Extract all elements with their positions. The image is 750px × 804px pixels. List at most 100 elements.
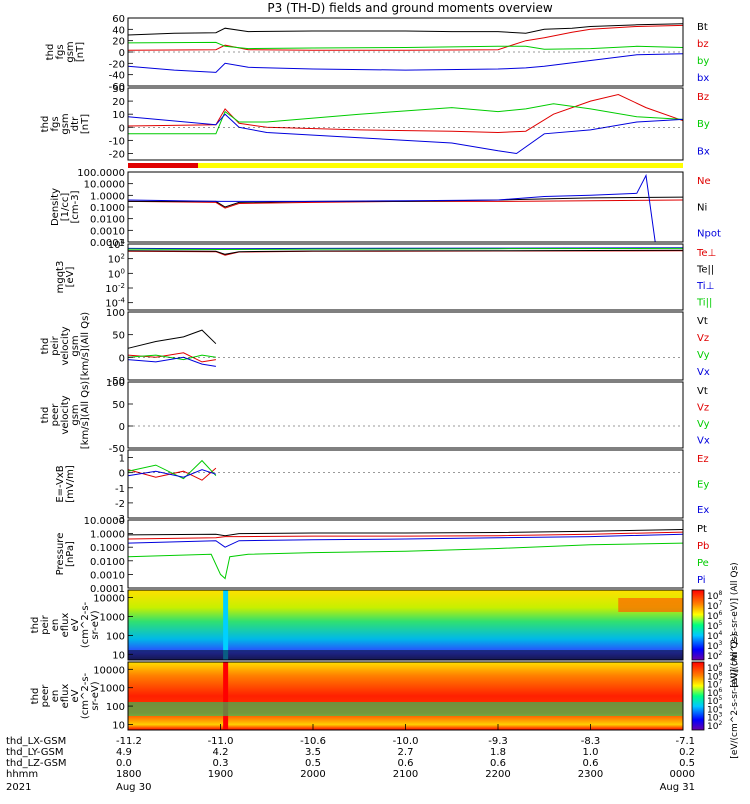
ephem-value-lx: -8.3	[581, 736, 601, 747]
ephemeris-table: thd_LX-GSM thd_LY-GSM thd_LZ-GSM hhmm 20…	[6, 736, 695, 793]
ephem-value-hhmm: 1800	[116, 769, 141, 780]
spectrogram-event-streak	[223, 662, 229, 730]
y-tick-label: 10000	[93, 665, 125, 676]
colorbar-tick-label: 104	[707, 630, 722, 642]
series-line-npot	[127, 173, 683, 243]
y-axis-label: thd	[45, 44, 56, 61]
panel-density: 100.000010.00001.00000.10000.01000.00100…	[50, 168, 721, 249]
y-tick-label: 0	[119, 48, 125, 59]
ephem-year: 2021	[6, 782, 31, 793]
legend-label: Pi	[697, 575, 706, 586]
ephem-value-lz: 0.5	[679, 758, 695, 769]
y-axis-label: en	[50, 690, 61, 703]
y-tick-label: 100	[106, 702, 125, 713]
colorbar-tick-label: 105	[707, 620, 722, 632]
y-tick-label: 0.0001	[90, 238, 125, 249]
y-axis-label: Pressure	[55, 533, 66, 576]
spectrogram-peir_eflux	[128, 590, 683, 660]
y-tick-label: 1000	[100, 612, 125, 623]
series-line-pe	[127, 542, 684, 580]
series-line-te	[127, 249, 684, 255]
panel-frame	[127, 589, 684, 661]
legend-label: Ti||	[696, 297, 712, 308]
ephem-value-lz: 0.3	[213, 758, 229, 769]
colorbar-tick-label: 102	[707, 650, 722, 662]
y-axis-label: velocity	[60, 395, 71, 434]
y-tick-label: 1.0000	[90, 191, 125, 202]
y-tick-label: 10000	[93, 594, 125, 605]
y-axis-label: [km/s](All Qs)	[80, 312, 91, 380]
spectrogram-peer_eflux	[128, 662, 683, 730]
y-axis-label: [nT]	[80, 114, 91, 134]
y-tick-label: 40	[112, 25, 125, 36]
y-tick-label: 30	[112, 84, 125, 95]
y-tick-label: -20	[109, 59, 125, 70]
panel-frame	[127, 243, 684, 311]
y-tick-label: 100	[106, 378, 125, 389]
colorbar-units-label: [eV/(cm^2-s-sr-eV)] (All Qs)	[730, 562, 740, 687]
panel-frame	[127, 519, 684, 589]
ephem-value-lx: -10.0	[393, 736, 419, 747]
y-tick-label: -60	[109, 82, 125, 93]
y-axis-label: Density	[50, 188, 61, 226]
y-tick-label: 0	[119, 123, 125, 134]
colorbar-tick-label: 103	[707, 640, 722, 652]
y-tick-label: 0.0010	[90, 570, 125, 581]
y-axis-label: thd	[30, 617, 41, 634]
series-line-vz	[127, 352, 216, 363]
legend-label: by	[697, 56, 709, 67]
panel-frame	[127, 381, 684, 449]
spectrogram-band	[128, 702, 683, 716]
legend-label: Ez	[697, 454, 709, 465]
y-tick-label: -50	[109, 444, 125, 455]
spectrogram-lowband	[128, 650, 683, 660]
panel-fgs_gsm_detrended: 30 20 10 0 -10 -20 thd fgs gsm dtr [nT] Bz By Bx	[40, 84, 710, 161]
ephem-value-lx: -9.3	[488, 736, 508, 747]
ephem-value-lx: -10.6	[300, 736, 326, 747]
ephem-value-lx: -11.2	[116, 736, 142, 747]
panel-peir_velocity: 100 50 0 -50 thd peir velocity gsm [km/s](All Qs…	[40, 308, 710, 387]
y-axis-label: eflux	[60, 613, 71, 638]
y-axis-label: [nT]	[75, 42, 86, 62]
legend-label: Vt	[697, 316, 708, 327]
series-line-bz	[127, 93, 684, 134]
ephem-value-ly: 1.0	[583, 747, 599, 758]
panel-frame	[127, 311, 684, 381]
y-axis-label: eV	[70, 689, 81, 702]
y-tick-label: 10-4	[105, 297, 125, 310]
series-line-ne	[127, 199, 684, 209]
legend-label: Bt	[697, 22, 708, 33]
y-axis-label: [1/cc]	[60, 193, 71, 222]
y-axis-label: mgqt3	[55, 261, 66, 294]
ephem-value-lz: 0.6	[398, 758, 414, 769]
ephem-value-date: Aug 30	[116, 782, 151, 793]
legend-label: Vz	[697, 333, 709, 344]
y-axis-label: gsm	[60, 113, 71, 134]
ephem-value-ly: 3.5	[305, 747, 321, 758]
y-tick-label: 102	[108, 253, 125, 266]
y-axis-label: thd	[30, 688, 41, 705]
colorbar-tick-label: 107	[707, 600, 722, 612]
series-line-pb	[127, 531, 684, 540]
legend-label: Ex	[697, 505, 709, 516]
series-line-vt	[127, 329, 217, 349]
y-tick-label: 50	[112, 400, 125, 411]
ephem-value-lz: 0.6	[583, 758, 599, 769]
legend-label: Vz	[697, 402, 709, 413]
series-line-bt	[127, 23, 684, 36]
plot-title: P3 (TH-D) fields and ground moments over…	[267, 1, 552, 15]
y-tick-label: 1000	[100, 684, 125, 695]
ephem-value-lz: 0.0	[116, 758, 132, 769]
y-tick-label: 0	[119, 353, 125, 364]
y-tick-label: 20	[112, 37, 125, 48]
series-line-ey	[127, 459, 217, 480]
ephem-label-lx: thd_LX-GSM	[6, 736, 66, 747]
series-line-by	[127, 41, 684, 50]
y-tick-label: 0.0001	[90, 584, 125, 595]
y-tick-label: 100.0000	[77, 168, 125, 179]
colorbar-peer_eflux	[691, 661, 705, 731]
y-tick-label: -1	[115, 484, 125, 495]
